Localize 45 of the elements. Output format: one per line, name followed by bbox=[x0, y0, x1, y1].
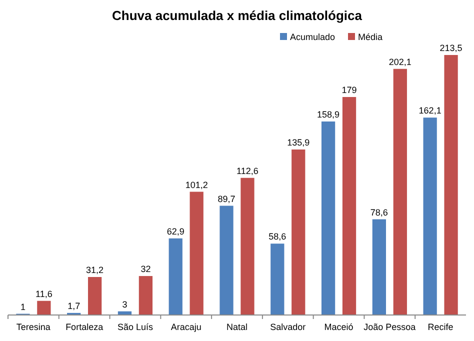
bar bbox=[220, 206, 234, 315]
bar bbox=[423, 118, 437, 315]
data-label: 58,6 bbox=[268, 232, 286, 242]
data-label: 158,9 bbox=[317, 109, 340, 120]
data-label: 11,6 bbox=[36, 288, 52, 299]
bar bbox=[292, 150, 306, 315]
bar bbox=[372, 219, 386, 315]
x-tick-label: Aracaju bbox=[170, 322, 202, 332]
bar bbox=[37, 300, 51, 315]
data-label: 89,7 bbox=[218, 194, 236, 204]
bar bbox=[270, 244, 284, 315]
data-label: 31,2 bbox=[86, 265, 104, 276]
data-label: 179 bbox=[342, 85, 357, 96]
data-label: 112,6 bbox=[236, 166, 258, 176]
x-tick-label: Teresina bbox=[16, 322, 50, 332]
bar bbox=[190, 192, 204, 315]
x-tick-label: Salvador bbox=[270, 322, 306, 332]
data-label: 101,2 bbox=[185, 180, 208, 190]
x-tick-label: São Luís bbox=[117, 322, 154, 332]
data-label: 62,9 bbox=[166, 226, 184, 236]
legend-label: Média bbox=[358, 32, 383, 42]
x-tick-label: Maceió bbox=[324, 322, 354, 332]
bar bbox=[444, 55, 458, 315]
bar bbox=[88, 277, 102, 315]
data-label: 78,6 bbox=[370, 207, 388, 218]
bar bbox=[138, 276, 153, 315]
legend-label: Acumulado bbox=[290, 32, 336, 42]
bar bbox=[393, 68, 407, 315]
data-label: 162,1 bbox=[418, 106, 442, 116]
data-label: 135,9 bbox=[287, 138, 310, 148]
bar bbox=[321, 121, 336, 315]
bar bbox=[168, 238, 182, 315]
data-label: 213,5 bbox=[440, 43, 462, 53]
data-label: 1,7 bbox=[68, 300, 80, 311]
x-tick-label: Fortaleza bbox=[66, 322, 104, 332]
data-label: 3 bbox=[122, 299, 128, 310]
bar bbox=[240, 178, 254, 315]
chart-title: Chuva acumulada x média climatológica bbox=[112, 8, 363, 23]
x-tick-label: João Pessoa bbox=[364, 322, 416, 332]
bar bbox=[342, 97, 356, 315]
x-tick-label: Recife bbox=[428, 322, 454, 332]
data-label: 202,1 bbox=[388, 56, 412, 67]
x-tick-label: Natal bbox=[226, 322, 248, 332]
data-label: 1 bbox=[20, 302, 26, 312]
data-label: 32 bbox=[140, 264, 151, 274]
